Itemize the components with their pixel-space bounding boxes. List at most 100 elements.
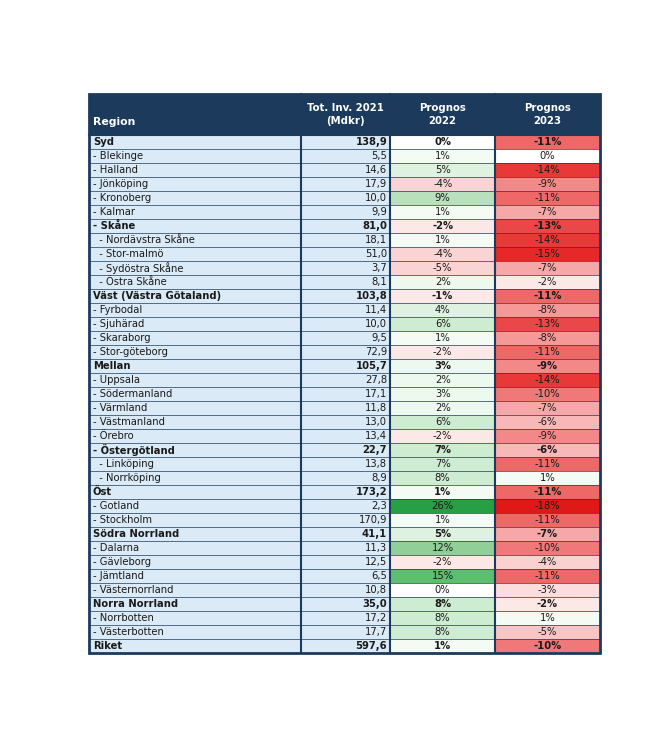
Bar (89, 317, 301, 331)
Text: - Västmanland: - Västmanland (93, 417, 165, 427)
Bar (89, 443, 301, 457)
Text: 6%: 6% (435, 319, 450, 329)
Bar (89, 429, 301, 443)
Text: - Jämtland: - Jämtland (93, 571, 144, 581)
Text: 1%: 1% (540, 473, 555, 483)
Text: - Nordävstra Skåne: - Nordävstra Skåne (93, 235, 195, 245)
Text: - Blekinge: - Blekinge (93, 151, 143, 161)
Text: Mellan: Mellan (93, 361, 130, 371)
Text: 11,8: 11,8 (365, 403, 387, 413)
Text: -11%: -11% (534, 515, 560, 525)
Bar (390, 611, 495, 625)
Bar (89, 289, 301, 303)
Text: - Halland: - Halland (93, 165, 138, 175)
Text: Riket: Riket (93, 641, 122, 651)
Bar (495, 247, 599, 261)
Text: - Stockholm: - Stockholm (93, 515, 152, 525)
Text: -2%: -2% (433, 431, 452, 441)
Text: 18,1: 18,1 (365, 235, 387, 245)
Text: 2%: 2% (435, 375, 450, 385)
Text: - Norrköping: - Norrköping (93, 473, 161, 483)
Text: 8%: 8% (435, 613, 450, 623)
Bar (301, 471, 390, 485)
Text: -4%: -4% (538, 557, 557, 567)
Text: - Örebro: - Örebro (93, 431, 134, 441)
Bar (390, 485, 495, 499)
Text: 1%: 1% (540, 613, 555, 623)
Bar (89, 331, 301, 345)
Bar (495, 163, 599, 177)
Text: -14%: -14% (534, 235, 560, 245)
Bar (89, 303, 301, 317)
Bar (390, 541, 495, 555)
Bar (390, 583, 495, 597)
Bar (495, 415, 599, 429)
Bar (301, 247, 390, 261)
Text: 81,0: 81,0 (362, 221, 387, 231)
Text: -8%: -8% (538, 333, 557, 343)
Text: 3%: 3% (434, 361, 451, 371)
Text: 26%: 26% (431, 501, 454, 511)
Text: 13,0: 13,0 (365, 417, 387, 427)
Text: 17,1: 17,1 (365, 389, 387, 399)
Bar (390, 94, 495, 135)
Bar (89, 345, 301, 359)
Text: 1%: 1% (435, 151, 450, 161)
Bar (390, 275, 495, 289)
Bar (301, 387, 390, 401)
Bar (390, 177, 495, 191)
Text: 1%: 1% (435, 333, 450, 343)
Text: -6%: -6% (537, 445, 558, 455)
Bar (301, 205, 390, 219)
Text: -3%: -3% (538, 585, 557, 595)
Text: 4%: 4% (435, 305, 450, 315)
Text: 72,9: 72,9 (365, 347, 387, 357)
Text: 0%: 0% (540, 151, 555, 161)
Text: 9,9: 9,9 (372, 207, 387, 217)
Text: -2%: -2% (433, 347, 452, 357)
Bar (495, 471, 599, 485)
Text: 5,5: 5,5 (372, 151, 387, 161)
Bar (301, 191, 390, 205)
Bar (89, 415, 301, 429)
Text: -7%: -7% (538, 263, 557, 273)
Text: 14,6: 14,6 (365, 165, 387, 175)
Text: - Fyrbodal: - Fyrbodal (93, 305, 142, 315)
Text: 3,7: 3,7 (372, 263, 387, 273)
Bar (495, 135, 599, 149)
Bar (390, 219, 495, 233)
Bar (301, 275, 390, 289)
Text: 105,7: 105,7 (355, 361, 387, 371)
Bar (89, 233, 301, 247)
Text: 51,0: 51,0 (365, 249, 387, 259)
Bar (301, 135, 390, 149)
Text: Prognos
2023: Prognos 2023 (524, 103, 571, 126)
Text: -13%: -13% (533, 221, 561, 231)
Text: -9%: -9% (537, 361, 558, 371)
Bar (495, 289, 599, 303)
Text: 9%: 9% (435, 193, 450, 203)
Text: -2%: -2% (538, 277, 557, 287)
Text: 11,4: 11,4 (365, 305, 387, 315)
Bar (89, 373, 301, 387)
Bar (301, 303, 390, 317)
Bar (301, 233, 390, 247)
Bar (390, 555, 495, 569)
Text: 138,9: 138,9 (355, 137, 387, 147)
Text: -9%: -9% (538, 179, 557, 189)
Bar (89, 639, 301, 653)
Text: 12,5: 12,5 (365, 557, 387, 567)
Bar (390, 359, 495, 373)
Text: 1%: 1% (434, 487, 452, 497)
Text: 5%: 5% (435, 165, 450, 175)
Bar (89, 625, 301, 639)
Text: - Skåne: - Skåne (93, 221, 135, 231)
Text: -2%: -2% (433, 557, 452, 567)
Bar (89, 401, 301, 415)
Text: 7%: 7% (435, 459, 450, 469)
Bar (89, 457, 301, 471)
Text: 22,7: 22,7 (363, 445, 387, 455)
Text: -8%: -8% (538, 305, 557, 315)
Bar (390, 303, 495, 317)
Text: - Västerbotten: - Västerbotten (93, 627, 164, 637)
